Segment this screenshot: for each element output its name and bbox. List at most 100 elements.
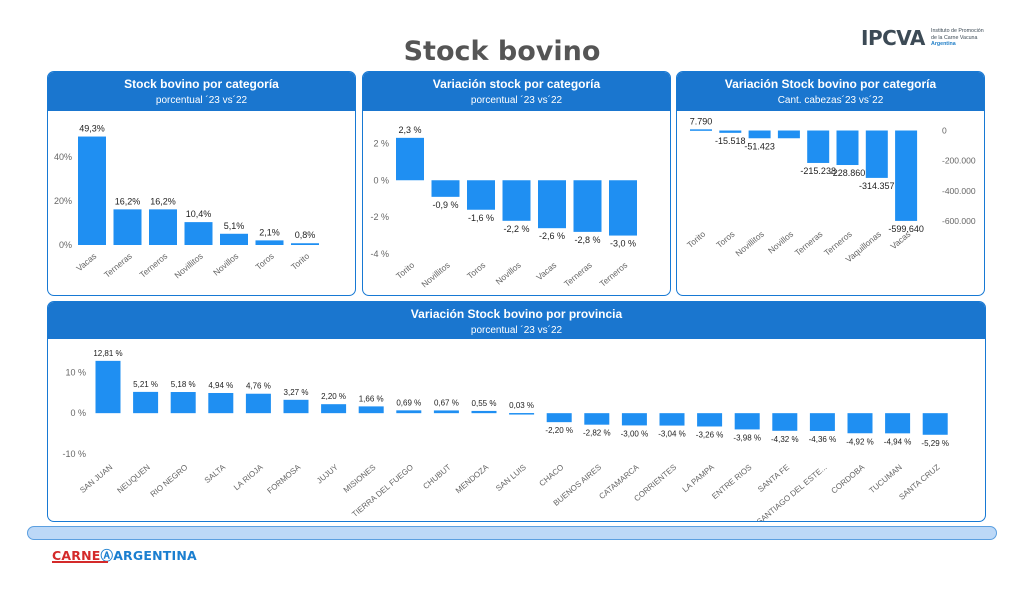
- bar: [245, 393, 271, 414]
- y-tick-label: -200.000: [942, 156, 976, 166]
- category-label: SAN LUIS: [494, 463, 528, 493]
- data-label: -4,94 %: [884, 437, 912, 446]
- bottom-scroll-bar[interactable]: [27, 526, 997, 540]
- y-tick-label: 2 %: [373, 138, 389, 148]
- bar: [149, 209, 177, 245]
- carne-argentina-logo: CARNEⒶARGENTINA: [52, 548, 197, 563]
- category-label: SALTA: [203, 462, 228, 485]
- category-label: Torito: [394, 260, 417, 281]
- category-label: Novillitos: [172, 251, 204, 281]
- panel-title: Variación stock por categoría: [432, 77, 601, 91]
- bar: [170, 392, 196, 414]
- y-tick-label: -4 %: [370, 249, 389, 259]
- bar: [471, 410, 497, 414]
- bar: [734, 413, 760, 430]
- data-label: -1,6 %: [468, 213, 494, 223]
- y-tick-label: -400.000: [942, 186, 976, 196]
- category-label: Novillos: [766, 229, 795, 256]
- category-label: Torito: [685, 229, 708, 250]
- bar: [777, 130, 800, 139]
- bar: [865, 130, 888, 178]
- bar: [895, 130, 918, 221]
- data-label: 4,76 %: [246, 382, 271, 391]
- category-label: SANTA CRUZ: [897, 463, 941, 502]
- category-label: Novillos: [211, 251, 240, 278]
- data-label: 4,94 %: [208, 381, 233, 390]
- data-label: -314.357: [859, 181, 895, 191]
- data-label: -2,6 %: [539, 231, 565, 241]
- chart-stock-por-categoria: 0% 20% 40% 49,3% Vacas 16,2% Terneras 16,2% Tern…: [54, 124, 319, 281]
- bar: [321, 404, 347, 414]
- page-title: Stock bovino: [403, 36, 601, 67]
- ipcva-logo-subtitle: Instituto de Promoción de la Carne Vacun…: [931, 28, 984, 47]
- bar: [748, 130, 771, 139]
- data-label: -2,8 %: [574, 235, 600, 245]
- bar: [621, 413, 647, 426]
- category-label: RIO NEGRO: [149, 463, 190, 499]
- data-label: 16,2%: [115, 196, 141, 206]
- category-label: Novillitos: [419, 260, 451, 290]
- bar: [546, 413, 572, 423]
- category-label: Terneras: [102, 251, 134, 280]
- bar: [922, 413, 948, 435]
- bar: [184, 222, 213, 245]
- category-label: LA PAMPA: [681, 462, 717, 494]
- panel-header: Variación Stock bovino por categoría Can…: [677, 72, 984, 111]
- category-label: FORMOSA: [266, 462, 303, 495]
- chart-variacion-por-categoria: 2 % 0 % -2 % -4 % 2,3 % Torito -0,9 % Novillito…: [370, 125, 637, 290]
- data-label: -4,36 %: [809, 435, 837, 444]
- data-label: 12,81 %: [93, 349, 122, 358]
- data-label: 0,69 %: [396, 398, 421, 407]
- bar: [220, 233, 248, 245]
- data-label: -15.518: [715, 136, 746, 146]
- data-label: 0,67 %: [434, 398, 459, 407]
- data-label: 0,55 %: [472, 399, 497, 408]
- data-label: -3,0 %: [610, 239, 636, 249]
- carne-logo-part1: CARNE: [52, 548, 101, 563]
- bar: [659, 413, 685, 426]
- panel-header: Variación Stock bovino por provincia por…: [48, 302, 985, 339]
- panel-variacion-por-categoria: Variación stock por categoría porcentual…: [362, 71, 671, 296]
- category-label: Terneras: [562, 260, 594, 289]
- bar: [847, 413, 873, 434]
- panel-subtitle: porcentual ´23 vs´22: [155, 95, 248, 106]
- y-tick-label: 0 %: [70, 408, 86, 418]
- bar: [584, 413, 610, 425]
- bar: [113, 209, 142, 245]
- panel-title: Variación Stock bovino por provincia: [410, 307, 623, 321]
- data-label: -0,9 %: [432, 200, 458, 210]
- bar: [772, 413, 798, 431]
- bar: [719, 130, 742, 133]
- data-label: -3,98 %: [733, 433, 761, 442]
- category-label: Terneras: [793, 229, 825, 258]
- panel-variacion-cabezas: Variación Stock bovino por categoría Can…: [676, 71, 985, 296]
- data-label: 2,3 %: [398, 125, 421, 135]
- y-tick-label: 0: [942, 126, 947, 136]
- data-label: 49,3%: [79, 124, 105, 134]
- data-label: 5,18 %: [171, 380, 196, 389]
- category-label: Toros: [714, 229, 736, 250]
- carne-logo-part2: ARGENTINA: [113, 548, 197, 563]
- category-label: Terneros: [598, 260, 630, 289]
- bar: [502, 180, 531, 221]
- y-tick-label: -600.000: [942, 216, 976, 226]
- chart-variacion-cabezas: 0 -200.000 -400.000 -600.000 7.790 Torito -15.…: [685, 116, 976, 264]
- data-label: 2,20 %: [321, 392, 346, 401]
- bar: [467, 180, 495, 210]
- category-label: SANTA FE: [756, 463, 791, 494]
- bar: [509, 413, 535, 415]
- bar: [573, 180, 602, 232]
- ipcva-logo: IPCVA Instituto de Promoción de la Carne…: [861, 26, 996, 52]
- data-label: -2,82 %: [583, 429, 611, 438]
- data-label: -4,92 %: [846, 437, 874, 446]
- data-label: -2,2 %: [503, 224, 529, 234]
- data-label: -2,20 %: [545, 426, 573, 435]
- bar: [690, 129, 712, 131]
- category-label: Novillos: [494, 260, 523, 287]
- category-label: SAN JUAN: [78, 462, 114, 494]
- y-tick-label: 40%: [54, 152, 72, 162]
- category-label: CHACO: [538, 463, 566, 488]
- y-tick-label: 20%: [54, 196, 72, 206]
- data-label: -228.860: [830, 168, 866, 178]
- y-tick-label: -10 %: [62, 449, 86, 459]
